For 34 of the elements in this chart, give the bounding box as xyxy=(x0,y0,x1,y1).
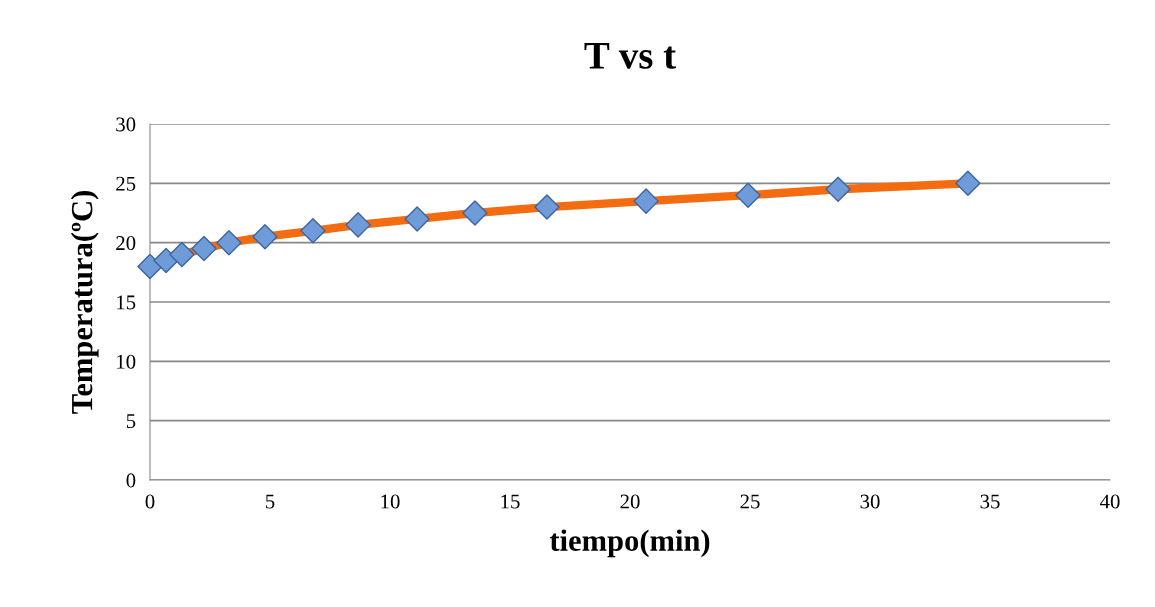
x-tick-label: 40 xyxy=(1099,494,1120,509)
y-tick-label: 15 xyxy=(117,295,136,310)
x-tick-label: 0 xyxy=(145,494,155,509)
x-tick-label: 15 xyxy=(501,494,520,509)
point xyxy=(404,206,430,232)
point xyxy=(153,247,179,274)
x-tick-label: 25 xyxy=(740,494,760,509)
point xyxy=(216,229,242,256)
y-tick-label: 20 xyxy=(116,236,136,251)
point xyxy=(300,218,326,244)
chart-title: T vs t xyxy=(584,42,676,69)
y-tick-label: 10 xyxy=(117,354,136,369)
x-tick-label: 35 xyxy=(980,494,1000,509)
y-axis-title: Temperatura(ºC) xyxy=(70,191,99,414)
point xyxy=(462,200,488,226)
point xyxy=(955,170,981,197)
point xyxy=(633,188,659,214)
x-tick-label: 10 xyxy=(381,494,400,509)
x-tick-label: 30 xyxy=(860,494,880,509)
x-axis-title: tiempo(min) xyxy=(549,529,710,558)
point xyxy=(345,212,371,238)
point xyxy=(735,182,761,208)
x-tick-label: 20 xyxy=(620,494,640,509)
y-tick-label: 25 xyxy=(116,176,136,191)
point xyxy=(534,194,560,220)
point xyxy=(191,235,217,262)
point xyxy=(252,224,278,250)
point xyxy=(169,241,195,268)
point xyxy=(137,253,163,280)
y-tick-label: 30 xyxy=(116,117,136,132)
x-tick-label: 5 xyxy=(266,494,275,509)
y-tick-label: 5 xyxy=(126,414,136,429)
point xyxy=(825,176,851,202)
y-tick-label: 0 xyxy=(126,473,136,488)
